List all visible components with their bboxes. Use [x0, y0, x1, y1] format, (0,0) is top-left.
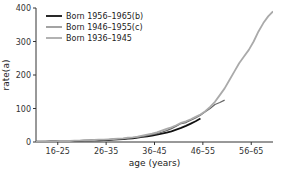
- legend-label: Born 1956–1965(b): [66, 12, 143, 21]
- y-tick-label: 0: [26, 138, 31, 147]
- legend-label: Born 1946–1955(c): [66, 23, 143, 32]
- x-tick-label: 26–35: [94, 147, 118, 156]
- legend-swatch: [46, 37, 62, 39]
- x-tick: [106, 142, 107, 145]
- plot-area: [36, 11, 273, 141]
- x-tick: [251, 142, 252, 145]
- x-axis-label: age (years): [129, 158, 180, 168]
- y-tick-label: 200: [16, 71, 31, 80]
- y-tick-label: 400: [16, 4, 31, 13]
- y-tick: [33, 108, 36, 109]
- y-tick: [33, 142, 36, 143]
- x-tick-label: 36–45: [142, 147, 166, 156]
- x-tick-label: 16–25: [46, 147, 70, 156]
- x-tick-label: 46–55: [191, 147, 215, 156]
- chart: 0 100 200 300 400 16–25 26–35 36–45 46–55 56–65 ag…: [0, 0, 283, 170]
- y-tick-label: 300: [16, 38, 31, 47]
- y-tick: [33, 41, 36, 42]
- x-tick: [57, 142, 58, 145]
- y-tick: [33, 75, 36, 76]
- legend-swatch: [46, 15, 62, 17]
- y-axis-label: rate(a): [1, 60, 11, 91]
- y-tick-label: 100: [16, 105, 31, 114]
- legend-swatch: [46, 26, 62, 27]
- x-tick: [154, 142, 155, 145]
- series-line: [36, 100, 225, 142]
- legend-label: Born 1936–1945: [66, 34, 132, 43]
- x-tick: [202, 142, 203, 145]
- series-line: [36, 11, 273, 141]
- x-tick-label: 56–65: [239, 147, 263, 156]
- y-tick: [33, 8, 36, 9]
- legend: Born 1956–1965(b) Born 1946–1955(c) Born 1…: [46, 12, 143, 43]
